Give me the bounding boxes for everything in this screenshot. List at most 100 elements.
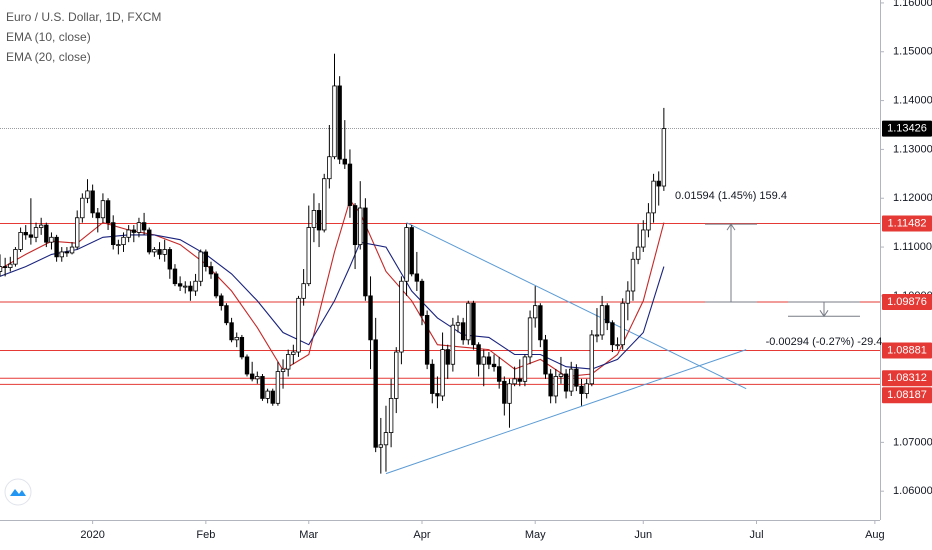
candle-body xyxy=(569,368,574,392)
price-label-box xyxy=(882,293,932,310)
candle-body xyxy=(594,334,600,337)
candle-body xyxy=(327,156,332,180)
x-tick-label: May xyxy=(525,529,546,541)
candle-body xyxy=(33,227,39,238)
candle-body xyxy=(157,249,162,255)
price-label: 1.09876 xyxy=(887,296,927,308)
candle-body xyxy=(249,373,255,380)
candle-body xyxy=(85,190,90,199)
candle-body xyxy=(54,236,59,258)
y-tick-label: 1.13000 xyxy=(893,143,932,155)
y-tick-label: 1.15000 xyxy=(893,46,932,58)
candle-body xyxy=(553,376,558,397)
candle-body xyxy=(342,158,347,165)
price-label: 1.08187 xyxy=(887,389,927,401)
candle-body xyxy=(563,373,569,392)
candle-body xyxy=(275,371,281,404)
candle-body xyxy=(502,380,507,404)
candle-body xyxy=(44,224,49,243)
candle-body xyxy=(291,351,296,355)
candle-body xyxy=(358,207,363,246)
price-label-box xyxy=(882,120,932,137)
y-tick-label: 1.14000 xyxy=(893,94,932,106)
candle-body xyxy=(625,290,631,304)
candle-body xyxy=(522,356,528,382)
candle-body xyxy=(239,336,245,358)
candle-body xyxy=(147,229,152,253)
candle-body xyxy=(8,263,13,268)
candle-body xyxy=(332,85,337,158)
candle-body xyxy=(229,322,234,341)
candle-body xyxy=(574,368,579,387)
candle-body xyxy=(13,249,18,265)
candle-body xyxy=(316,210,322,231)
measure-arrowhead xyxy=(819,310,829,318)
candle-body xyxy=(558,373,564,377)
candle-body xyxy=(646,212,651,231)
candle-body xyxy=(661,128,667,187)
candle-body xyxy=(224,305,229,324)
x-tick-label: Jul xyxy=(749,529,763,541)
y-tick-label: 1.11000 xyxy=(893,241,932,253)
candle-body xyxy=(126,229,131,238)
candle-body xyxy=(0,266,3,272)
candle-body xyxy=(280,368,286,372)
candle-body xyxy=(383,432,389,446)
candle-body xyxy=(414,273,420,282)
candle-body xyxy=(59,251,64,258)
candle-body xyxy=(116,244,121,247)
x-tick-label: Apr xyxy=(413,529,430,541)
candle-body xyxy=(641,229,646,248)
candle-body xyxy=(141,222,147,231)
candle-body xyxy=(28,234,34,238)
axes: 1.060001.070001.100001.110001.120001.130… xyxy=(80,0,932,541)
price-label-box xyxy=(882,370,932,387)
candle-body xyxy=(512,378,517,385)
candle-body xyxy=(203,251,209,267)
candle-body xyxy=(337,85,342,160)
candle-body xyxy=(399,280,404,353)
candle-body xyxy=(306,227,311,285)
y-tick-label: 1.06000 xyxy=(893,485,932,497)
trend-line xyxy=(406,222,747,390)
candle-body xyxy=(409,227,414,275)
candle-body xyxy=(635,246,641,260)
candle-body xyxy=(651,180,656,214)
candle-body xyxy=(589,334,595,385)
candle-body xyxy=(517,378,522,382)
candle-body xyxy=(80,197,85,219)
candle-body xyxy=(548,373,553,397)
logo[interactable] xyxy=(4,478,32,506)
candle-body xyxy=(450,324,456,365)
candle-body xyxy=(111,222,116,246)
candle-body xyxy=(18,232,23,250)
price-label-box xyxy=(882,387,932,404)
candle-body xyxy=(183,285,188,288)
candle-body xyxy=(605,305,610,324)
candle-body xyxy=(188,285,193,292)
candle-body xyxy=(486,356,492,365)
candle-body xyxy=(388,398,394,434)
candle-body xyxy=(131,229,137,233)
candle-body xyxy=(177,283,183,287)
candle-body xyxy=(615,344,620,347)
candle-body xyxy=(460,322,466,341)
candle-body xyxy=(172,268,178,285)
candle-body xyxy=(260,376,265,399)
candle-body xyxy=(543,339,548,375)
candle-body xyxy=(394,351,399,399)
candle-body xyxy=(167,249,173,270)
candle-body xyxy=(105,200,111,224)
candle-body xyxy=(234,336,239,341)
trend-line xyxy=(385,349,747,475)
candle-body xyxy=(152,249,157,253)
y-tick-label: 1.16000 xyxy=(893,0,932,9)
measure-label: 0.01594 (1.45%) 159.4 xyxy=(675,190,787,202)
candle-body xyxy=(466,302,471,341)
candle-body xyxy=(538,305,543,341)
legend-entry: EMA (10, close) xyxy=(6,30,91,44)
candle-body xyxy=(208,266,214,275)
ema-line xyxy=(0,234,665,370)
candle-body xyxy=(430,363,435,394)
